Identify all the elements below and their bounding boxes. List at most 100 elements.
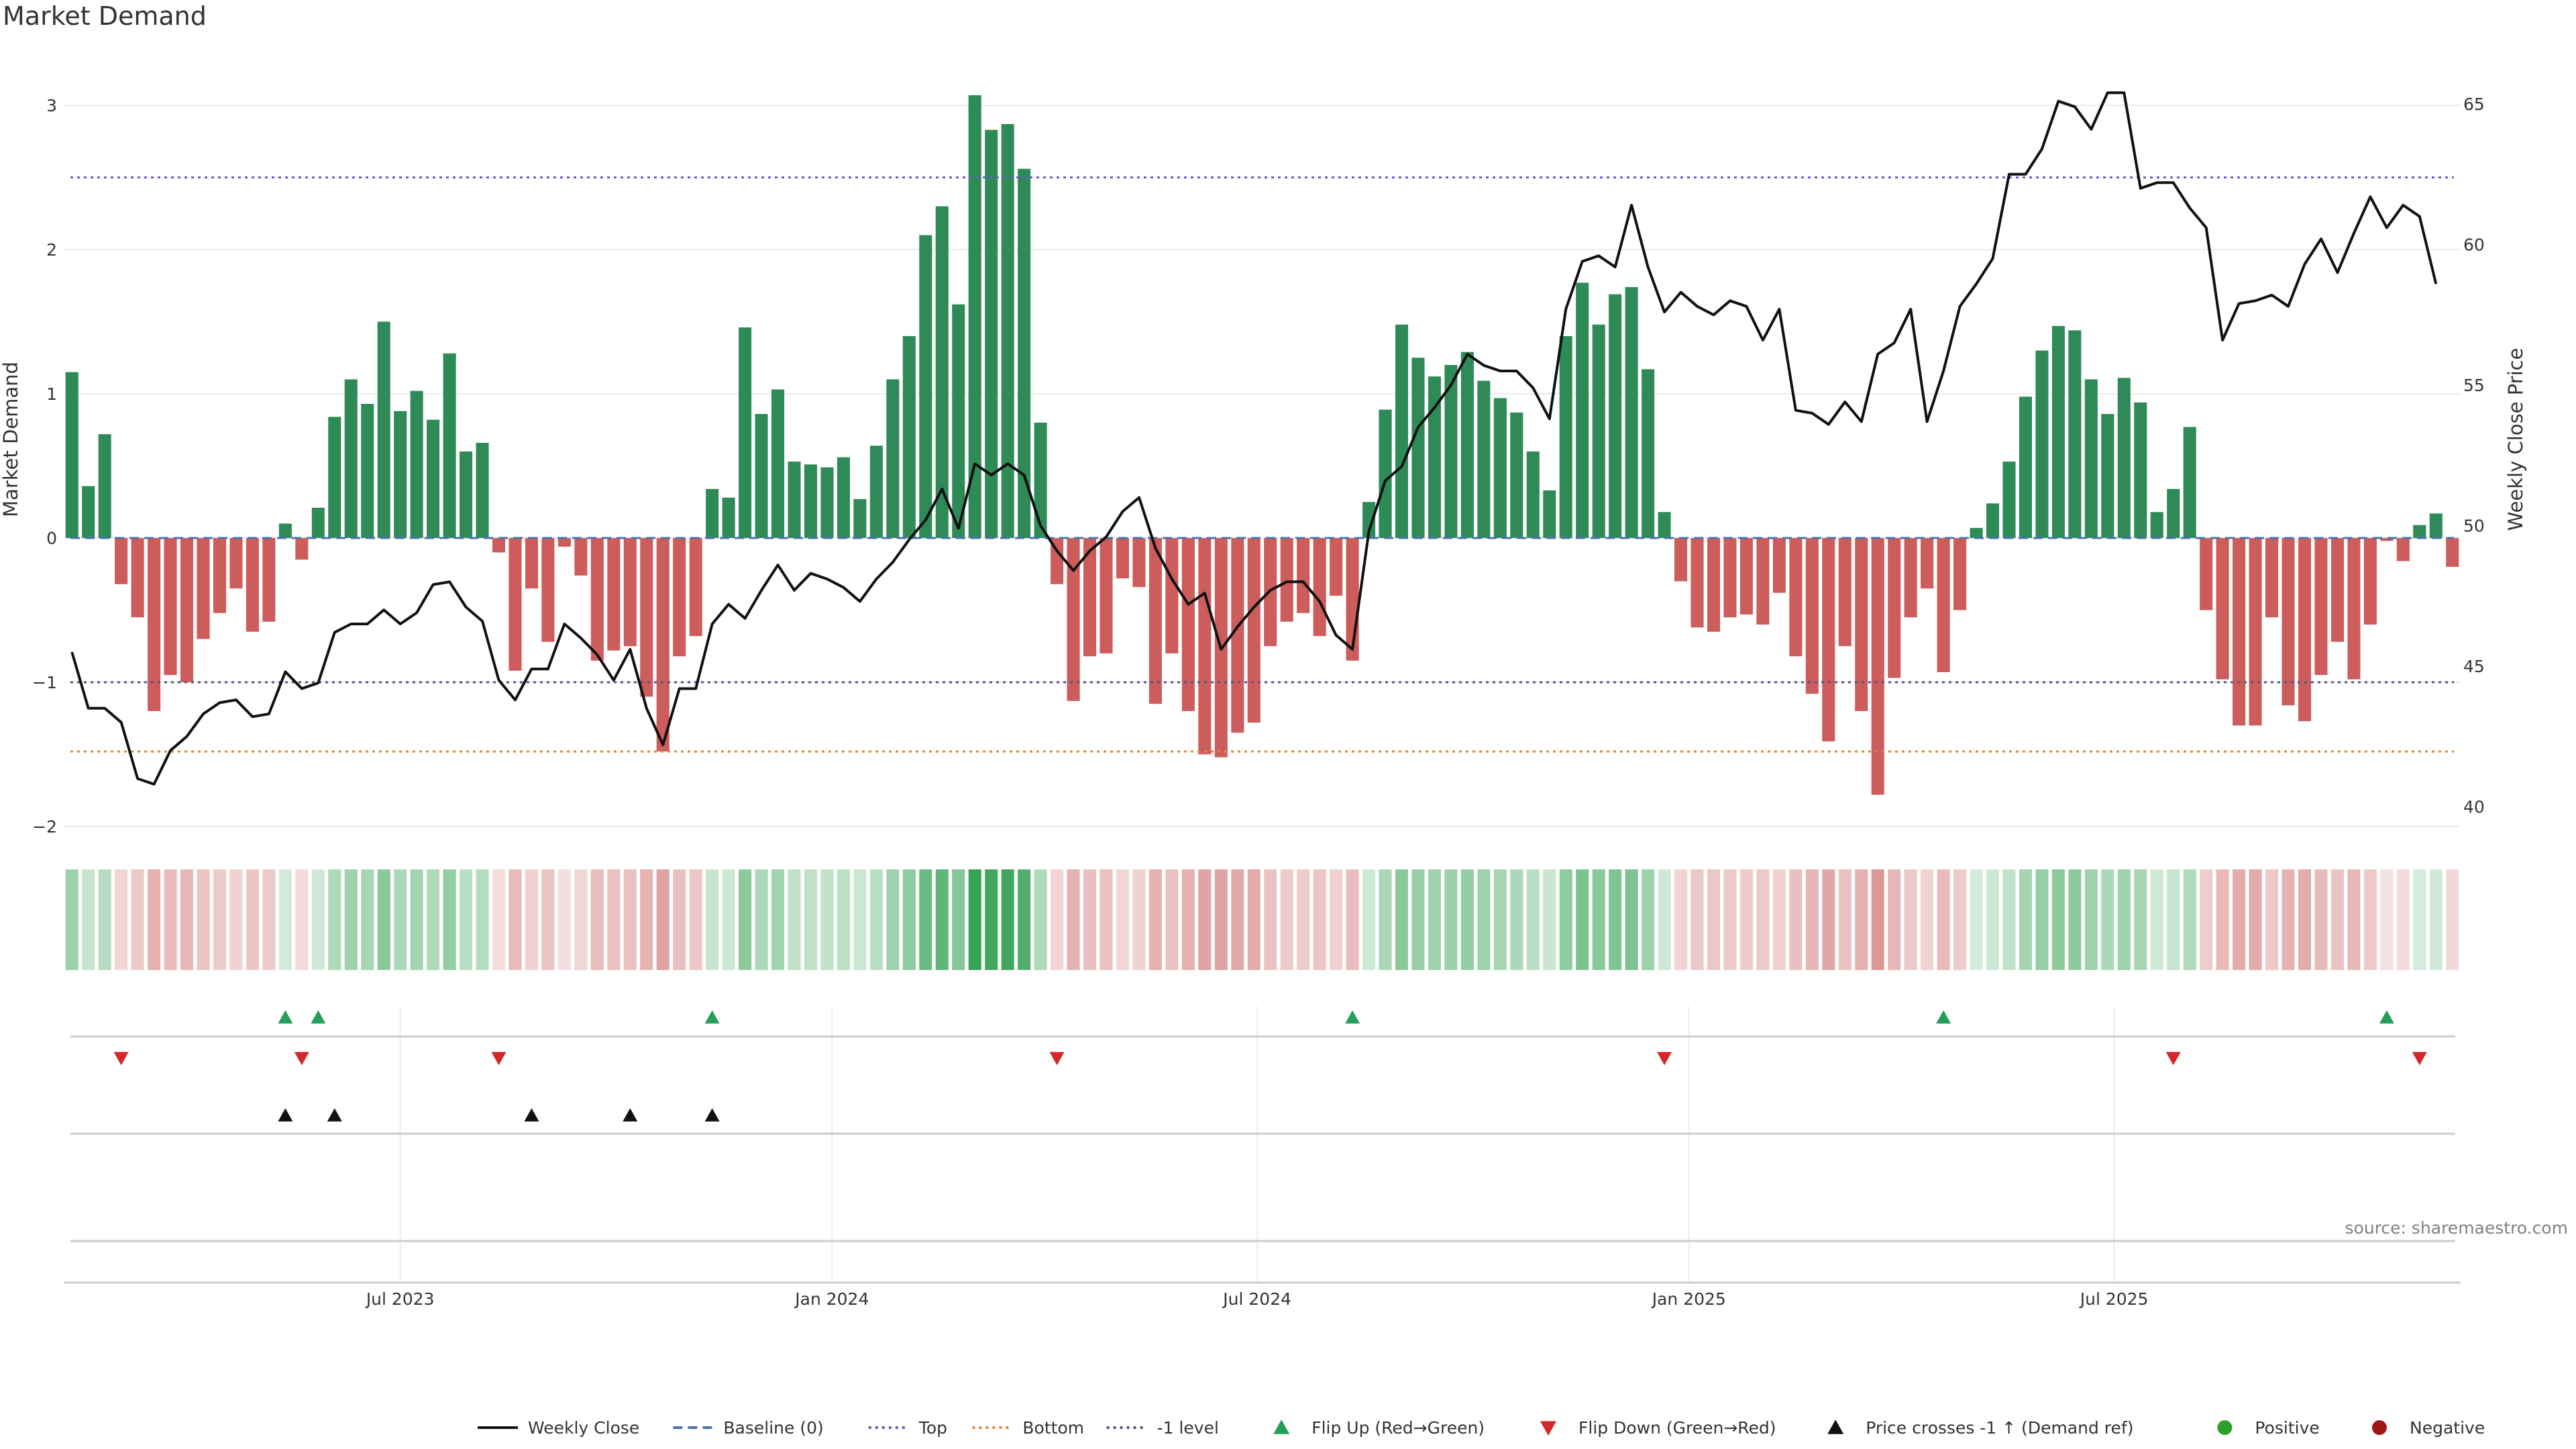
demand-strip-cell	[2117, 869, 2131, 970]
demand-bar	[1888, 538, 1901, 678]
flip-up-marker	[278, 1010, 293, 1024]
demand-strip-cell	[2380, 869, 2394, 970]
demand-bar	[131, 538, 144, 618]
demand-bar	[2233, 538, 2246, 726]
demand-strip-cell	[2249, 869, 2262, 970]
demand-bar	[1428, 376, 1442, 538]
demand-strip-cell	[98, 869, 111, 970]
demand-bar	[2035, 350, 2049, 538]
demand-bar	[1034, 423, 1047, 538]
demand-bar	[1247, 538, 1260, 723]
legend-swatch-triangle-up	[1273, 1419, 1290, 1434]
demand-strip-cell	[919, 869, 932, 970]
demand-bar	[410, 390, 423, 538]
demand-bar	[2446, 538, 2459, 567]
demand-bar	[2413, 525, 2426, 538]
legend-item: Weekly Close	[478, 1418, 639, 1438]
demand-bar	[574, 538, 588, 576]
demand-strip-cell	[443, 869, 456, 970]
demand-bar	[1986, 503, 2000, 538]
demand-bar	[361, 404, 374, 538]
demand-strip-cell	[476, 869, 489, 970]
demand-bar	[1280, 538, 1293, 622]
demand-strip-cell	[541, 869, 555, 970]
demand-bar	[525, 538, 539, 589]
demand-strip-cell	[968, 869, 981, 970]
demand-strip-cell	[2446, 869, 2459, 970]
demand-strip-cell	[65, 869, 78, 970]
demand-strip-cell	[2216, 869, 2229, 970]
demand-bar	[262, 538, 276, 622]
demand-strip-cell	[590, 869, 604, 970]
y-tick-label: 0	[46, 529, 57, 548]
demand-strip-cell	[2084, 869, 2098, 970]
demand-strip-cell	[1231, 869, 1244, 970]
demand-bar	[1970, 527, 1983, 538]
demand-strip-cell	[1789, 869, 1803, 970]
demand-bar	[2314, 538, 2328, 676]
demand-strip-cell	[755, 869, 768, 970]
demand-strip-cell	[344, 869, 358, 970]
demand-bar	[1198, 538, 1212, 755]
demand-bar	[607, 538, 621, 651]
demand-bar	[2068, 330, 2082, 538]
demand-bar	[476, 443, 489, 538]
demand-strip-cell	[1362, 869, 1376, 970]
demand-strip-cell	[574, 869, 588, 970]
demand-strip-cell	[1953, 869, 1967, 970]
demand-bar	[2380, 538, 2394, 541]
demand-bar	[394, 411, 407, 538]
demand-strip-cell	[311, 869, 325, 970]
demand-bar	[869, 445, 883, 538]
demand-strip-cell	[1297, 869, 1310, 970]
y-tick-label: 3	[46, 96, 57, 115]
demand-bar	[1411, 358, 1425, 538]
demand-bar	[739, 327, 752, 538]
demand-bar	[344, 379, 358, 538]
demand-strip-cell	[1428, 869, 1442, 970]
demand-strip-cell	[278, 869, 292, 970]
demand-strip-cell	[788, 869, 801, 970]
y-tick-label: −1	[32, 673, 57, 692]
demand-strip-cell	[1576, 869, 1589, 970]
demand-bar	[2134, 402, 2147, 538]
demand-bar	[2084, 379, 2098, 538]
demand-strip-cell	[1051, 869, 1064, 970]
demand-strip-cell	[1346, 869, 1359, 970]
demand-bar	[968, 95, 981, 538]
demand-bar	[443, 353, 456, 538]
y-tick-label: 2	[46, 240, 57, 260]
demand-bar	[311, 507, 325, 538]
x-tick-label: Jul 2023	[365, 1289, 435, 1309]
demand-strip-cell	[2051, 869, 2065, 970]
demand-strip-cell	[1018, 869, 1031, 970]
flip-down-marker	[294, 1052, 309, 1065]
demand-strip-cell	[2413, 869, 2426, 970]
demand-bar	[98, 434, 111, 538]
demand-bar	[590, 538, 604, 661]
demand-bar	[1231, 538, 1244, 733]
demand-strip-cell	[1264, 869, 1277, 970]
demand-strip-cell	[295, 869, 309, 970]
legend-label: Baseline (0)	[723, 1418, 823, 1438]
demand-bar	[2117, 378, 2131, 538]
demand-strip-cell	[1805, 869, 1819, 970]
demand-bar	[1937, 538, 1950, 672]
price-cross-marker	[278, 1108, 293, 1122]
demand-strip-cell	[985, 869, 998, 970]
y2-tick-label: 65	[2463, 95, 2485, 114]
demand-bar	[1493, 398, 1507, 538]
x-tick-label: Jul 2025	[2079, 1289, 2149, 1309]
demand-strip-cell	[1559, 869, 1572, 970]
price-cross-marker	[704, 1108, 720, 1122]
y2-tick-label: 55	[2463, 376, 2485, 395]
demand-strip-cell	[164, 869, 177, 970]
demand-strip-cell	[1723, 869, 1737, 970]
demand-strip-cell	[1855, 869, 1868, 970]
demand-strip-cell	[213, 869, 227, 970]
demand-bar	[1871, 538, 1884, 795]
demand-bar	[1576, 282, 1589, 538]
demand-bar	[1789, 538, 1803, 657]
demand-strip-cell	[1444, 869, 1458, 970]
demand-strip-cell	[2002, 869, 2016, 970]
